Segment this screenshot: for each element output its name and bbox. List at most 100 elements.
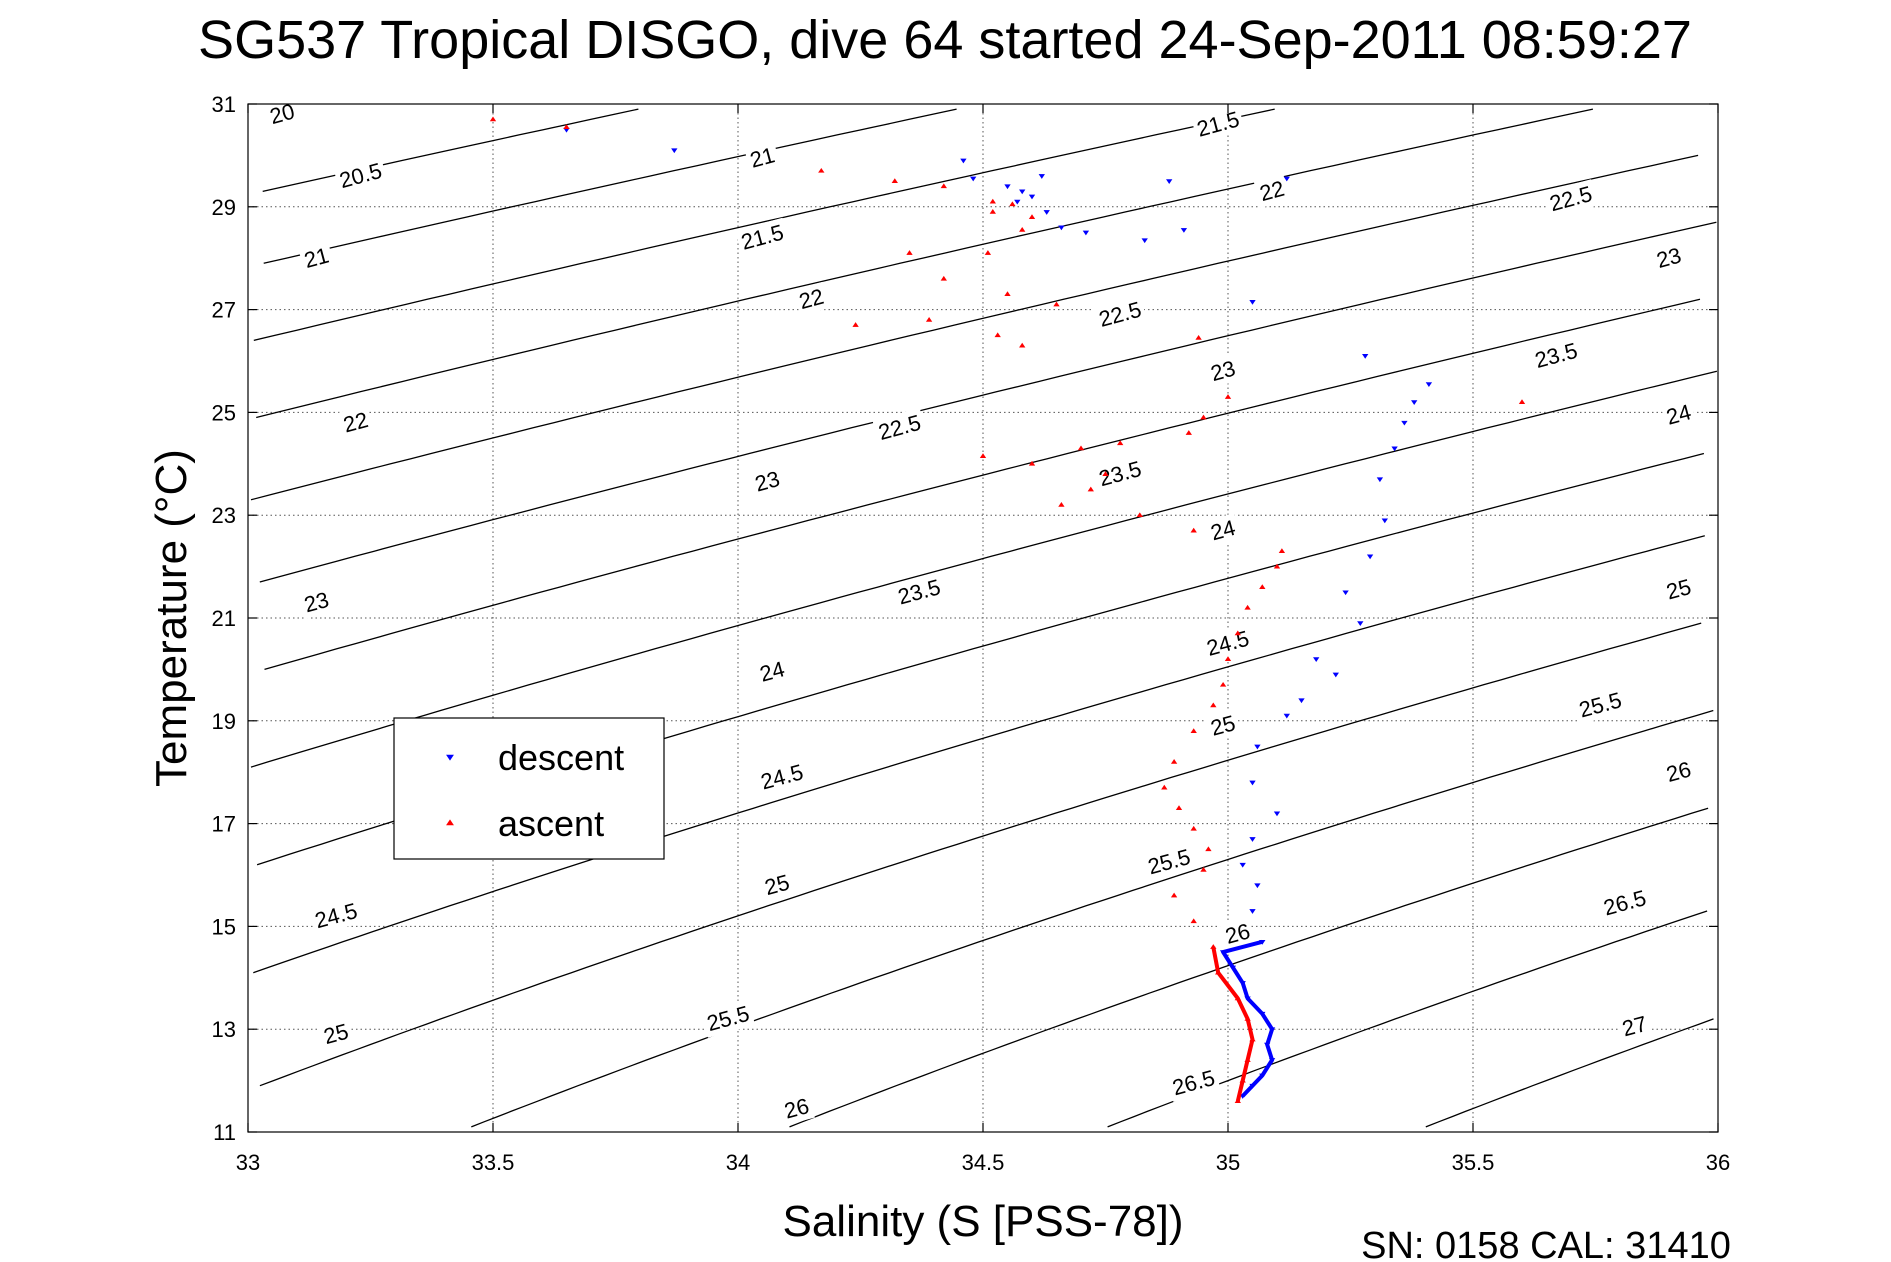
density-contour-label-bg <box>1200 623 1255 663</box>
data-point <box>1366 554 1374 560</box>
data-point <box>1141 238 1148 244</box>
data-point <box>1342 590 1349 596</box>
data-point <box>1391 446 1398 452</box>
y-tick-label: 17 <box>212 812 236 837</box>
series-ascent <box>489 116 1526 1104</box>
data-point <box>1224 394 1232 399</box>
data-point <box>1313 657 1320 663</box>
data-point <box>1254 883 1261 889</box>
data-point <box>1190 918 1197 924</box>
data-point <box>1180 228 1188 233</box>
data-point <box>1058 225 1065 231</box>
data-point <box>1376 477 1384 483</box>
data-point <box>1249 780 1256 786</box>
data-point <box>1082 230 1090 236</box>
density-contour-label-bg <box>1543 179 1598 218</box>
data-point <box>818 167 825 173</box>
x-axis-label: Salinity (S [PSS-78]) <box>782 1197 1183 1246</box>
density-contour-label-bg <box>333 156 388 195</box>
density-contour-label-bg <box>337 405 374 440</box>
data-point <box>1028 460 1036 466</box>
data-point <box>1401 420 1408 426</box>
data-point <box>1117 440 1124 446</box>
legend-label-ascent: ascent <box>498 803 604 844</box>
x-tick-label: 33.5 <box>472 1150 515 1175</box>
y-tick-label: 21 <box>212 606 236 631</box>
density-contour-line <box>250 154 1699 501</box>
y-tick-label: 25 <box>212 400 236 425</box>
density-contours <box>250 108 1718 1128</box>
serial-calibration-note: SN: 0158 CAL: 31410 <box>1361 1225 1731 1262</box>
density-contour-label-bg <box>1166 1063 1221 1103</box>
y-tick-label: 31 <box>212 92 236 117</box>
y-tick-label: 19 <box>212 709 236 734</box>
density-contour-line <box>259 622 1702 1087</box>
data-point <box>1190 825 1197 831</box>
x-tick-label: 35 <box>1216 1150 1240 1175</box>
data-point <box>489 116 497 122</box>
data-point <box>852 322 859 327</box>
data-point <box>1019 227 1026 232</box>
density-contour-label-bg <box>317 1016 355 1051</box>
density-contour-line <box>253 535 1705 974</box>
density-contour-label-bg <box>758 867 796 902</box>
data-point <box>1185 430 1192 435</box>
density-contour-line <box>250 370 1718 768</box>
density-contour-label-bg <box>1092 454 1148 493</box>
data-point <box>925 316 933 322</box>
data-point <box>1077 445 1085 451</box>
data-point <box>1278 548 1286 554</box>
y-tick-label: 13 <box>212 1017 236 1042</box>
data-point <box>1234 630 1241 636</box>
data-point <box>979 453 987 458</box>
y-axis-ticks: 11 13 15 17 19 21 23 25 27 29 31 <box>212 92 1718 1145</box>
data-point <box>989 198 996 204</box>
data-point <box>1332 672 1339 678</box>
data-point <box>1205 846 1212 852</box>
data-point <box>1249 909 1256 914</box>
data-point <box>940 275 947 281</box>
data-point <box>1357 621 1364 627</box>
data-point <box>1019 342 1026 348</box>
data-point <box>1200 866 1207 872</box>
data-point <box>1362 353 1369 359</box>
data-point <box>1161 784 1168 790</box>
y-tick-label: 23 <box>212 503 236 528</box>
density-contour-label-bg <box>749 464 786 499</box>
density-contour-label-bg <box>778 1091 815 1126</box>
data-point <box>1170 892 1178 898</box>
x-tick-label: 34 <box>726 1150 750 1175</box>
data-point <box>1518 399 1526 404</box>
data-point <box>1038 174 1045 179</box>
data-series <box>489 116 1526 1104</box>
data-point <box>1009 201 1016 207</box>
x-axis-ticks: 33 33.5 34 34.5 35 35.5 36 <box>236 104 1730 1175</box>
density-contour-label-bg <box>298 585 335 620</box>
density-contour-label-bg <box>298 240 335 275</box>
density-contour-label-bg <box>1660 754 1697 789</box>
data-point <box>1175 805 1183 811</box>
x-tick-label: 36 <box>1706 1150 1730 1175</box>
data-point <box>1195 334 1202 340</box>
density-contour-label-bg <box>744 140 781 175</box>
data-point <box>1087 486 1094 492</box>
data-point <box>1254 744 1261 750</box>
density-contour-label-bg <box>1092 294 1148 334</box>
x-tick-label: 33 <box>236 1150 260 1175</box>
density-contour-label-bg <box>793 281 830 316</box>
y-axis-label: Temperature (°C) <box>147 449 196 787</box>
chart-title: SG537 Tropical DISGO, dive 64 started 24… <box>198 10 1692 70</box>
data-point <box>1273 563 1281 569</box>
data-point <box>1381 518 1388 524</box>
data-point <box>1298 698 1305 704</box>
density-contour-label-bg <box>1204 353 1242 388</box>
data-point <box>1028 194 1036 200</box>
data-point <box>994 332 1001 338</box>
density-contour-label-bg <box>1219 916 1256 951</box>
dense-track <box>1221 939 1275 1098</box>
data-point <box>970 176 977 182</box>
legend-box <box>393 717 665 860</box>
legend: descent ascent <box>393 717 665 860</box>
y-tick-label: 11 <box>213 1120 236 1145</box>
